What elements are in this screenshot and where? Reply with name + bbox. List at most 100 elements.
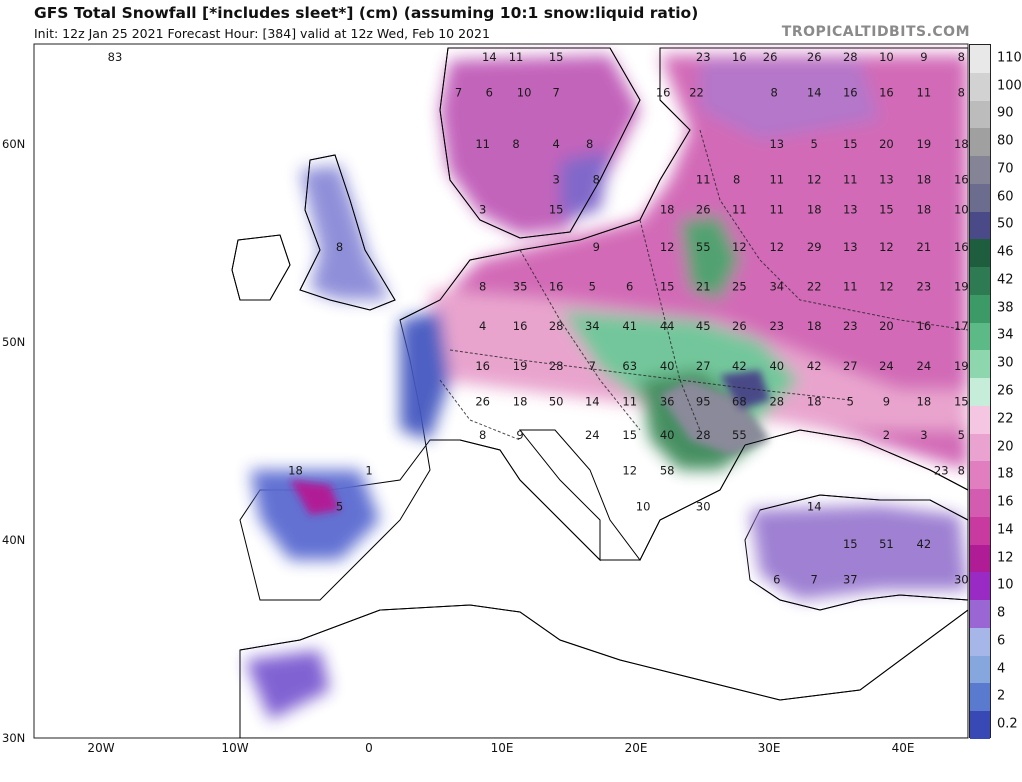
snow-value: 11 [696,173,711,187]
snow-value: 16 [954,240,969,254]
snow-value: 37 [843,573,858,587]
snow-value: 5 [336,499,343,513]
legend-swatch [970,461,990,490]
snow-value: 18 [917,173,932,187]
snow-value: 8 [958,50,965,64]
snow-value: 10 [517,86,532,100]
legend-swatch [970,405,990,435]
snow-value: 2 [883,428,890,442]
snow-value: 15 [879,202,894,216]
snow-value: 28 [696,428,711,442]
legend-label: 6 [997,633,1006,649]
lat-label-50n: 50N [2,335,26,349]
legend-swatch [970,433,990,462]
snow-value: 10 [879,50,894,64]
snow-value: 8 [733,173,740,187]
snow-value: 12 [769,240,784,254]
snow-value: 26 [807,50,822,64]
snow-value: 16 [732,50,747,64]
lat-label-40n: 40N [2,533,26,547]
snow-value: 10 [636,499,651,513]
legend-label: 34 [997,327,1014,343]
legend-label: 26 [997,383,1014,399]
legend-label: 42 [997,272,1014,288]
legend-swatch [970,600,990,629]
snow-value: 15 [954,394,969,408]
snow-value: 95 [696,394,711,408]
snow-value: 26 [475,394,490,408]
snow-value: 23 [843,319,858,333]
snow-value: 22 [807,280,822,294]
snow-value: 16 [656,86,671,100]
snow-value: 16 [954,173,969,187]
snow-value: 6 [486,86,493,100]
lon-label-20w: 20W [87,741,115,755]
snow-value: 11 [843,173,858,187]
map-title: GFS Total Snowfall [*includes sleet*] (c… [34,4,699,22]
snow-value: 30 [954,573,969,587]
snow-value: 8 [479,280,486,294]
snow-value: 3 [920,428,927,442]
snow-value: 5 [589,280,596,294]
legend-swatch [970,211,990,240]
legend-swatch [970,239,990,268]
snow-value: 5 [958,428,965,442]
snow-value: 26 [696,202,711,216]
legend-swatch [970,72,990,101]
snow-value: 8 [770,86,777,100]
legend-swatch [970,267,990,296]
snow-value: 18 [954,137,969,151]
snow-value: 21 [917,240,932,254]
snow-value: 11 [843,280,858,294]
snow-value: 18 [917,394,932,408]
snow-value: 42 [917,537,932,551]
snow-value: 9 [920,50,927,64]
snow-value: 23 [917,280,932,294]
legend-label: 50 [997,216,1014,232]
snow-value: 26 [732,319,747,333]
snow-value: 15 [843,537,858,551]
snow-value: 24 [585,428,600,442]
snow-value: 14 [482,50,497,64]
snow-value: 29 [807,240,822,254]
legend-label: 0.2 [997,716,1018,732]
snow-value: 12 [622,464,637,478]
snow-value: 8 [958,86,965,100]
snow-value: 5 [847,394,854,408]
snow-value: 6 [773,573,780,587]
lon-label-40e: 40E [891,741,915,755]
snow-value: 14 [807,499,822,513]
snow-value: 20 [879,137,894,151]
snow-value: 16 [879,86,894,100]
lat-label-60n: 60N [2,137,26,151]
snow-value: 34 [585,319,600,333]
legend-swatch [970,322,990,351]
snow-value: 19 [954,280,969,294]
snow-value: 42 [807,359,822,373]
snow-value: 13 [769,137,784,151]
snow-value: 1 [365,464,372,478]
snow-value: 20 [879,319,894,333]
snow-value: 19 [917,137,932,151]
snow-value: 8 [512,137,519,151]
snow-value: 3 [553,173,560,187]
snow-value: 45 [696,319,711,333]
legend-swatch [970,516,990,546]
snow-value: 7 [455,86,462,100]
legend-label: 100 [997,78,1022,94]
snow-value: 23 [769,319,784,333]
legend-label: 38 [997,300,1014,316]
snow-value: 24 [879,359,894,373]
snow-value: 16 [549,280,564,294]
snow-value: 13 [879,173,894,187]
snow-value: 22 [689,86,704,100]
snow-value: 11 [622,394,637,408]
snow-value: 7 [553,86,560,100]
legend-swatch [970,100,990,129]
snow-value: 8 [336,240,343,254]
snow-value: 18 [660,202,675,216]
legend-label: 20 [997,439,1014,455]
snow-value: 15 [660,280,675,294]
snow-value: 13 [843,240,858,254]
snow-value: 15 [549,50,564,64]
